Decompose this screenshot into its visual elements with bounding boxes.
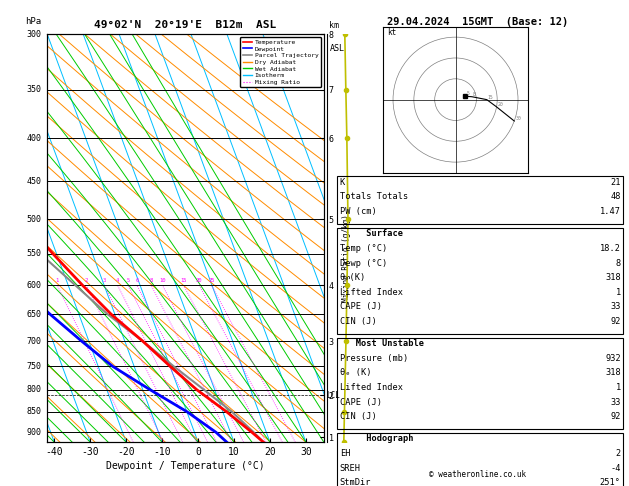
Text: © weatheronline.co.uk: © weatheronline.co.uk [430,469,526,479]
Text: 5: 5 [126,278,130,283]
Text: Dewp (°C): Dewp (°C) [340,259,387,268]
Text: Mixing Ratio (g/kg): Mixing Ratio (g/kg) [342,215,350,302]
Text: 8: 8 [616,259,621,268]
Text: EH: EH [340,449,350,458]
Text: Hodograph: Hodograph [340,434,413,444]
Text: -4: -4 [610,464,621,473]
Text: 33: 33 [610,302,621,312]
Text: 318: 318 [605,368,621,378]
Text: 1: 1 [55,278,59,283]
Text: 25: 25 [208,278,214,283]
Text: 18.2: 18.2 [600,244,621,253]
Text: 750: 750 [26,362,42,371]
Text: km: km [330,21,340,30]
Text: CAPE (J): CAPE (J) [340,398,382,407]
Text: 15: 15 [488,95,494,100]
Text: 900: 900 [26,428,42,437]
Text: Most Unstable: Most Unstable [340,339,424,348]
Text: 30: 30 [515,116,521,121]
Text: Lifted Index: Lifted Index [340,383,403,392]
Text: 2: 2 [85,278,88,283]
Text: 10: 10 [159,278,165,283]
Text: CAPE (J): CAPE (J) [340,302,382,312]
Text: 800: 800 [26,385,42,394]
Text: 33: 33 [610,398,621,407]
Text: Lifted Index: Lifted Index [340,288,403,297]
Text: 400: 400 [26,134,42,143]
Text: 29.04.2024  15GMT  (Base: 12): 29.04.2024 15GMT (Base: 12) [387,17,569,27]
Text: hPa: hPa [26,17,42,26]
Text: PW (cm): PW (cm) [340,207,376,216]
Text: CIN (J): CIN (J) [340,412,376,421]
Text: 300: 300 [26,30,42,38]
Text: 15: 15 [181,278,187,283]
Text: 251°: 251° [600,478,621,486]
Text: kt: kt [387,28,396,37]
Text: 6: 6 [135,278,138,283]
Text: LCL: LCL [326,391,340,399]
Text: 350: 350 [26,86,42,94]
Text: Temp (°C): Temp (°C) [340,244,387,253]
Text: 1.47: 1.47 [600,207,621,216]
X-axis label: Dewpoint / Temperature (°C): Dewpoint / Temperature (°C) [106,461,265,471]
Text: 600: 600 [26,281,42,290]
Text: 4: 4 [116,278,120,283]
Text: 5: 5 [467,91,469,96]
Text: 48: 48 [610,192,621,202]
Text: 92: 92 [610,412,621,421]
Text: θₑ (K): θₑ (K) [340,368,371,378]
Text: 450: 450 [26,176,42,186]
Text: 500: 500 [26,215,42,224]
Text: 700: 700 [26,337,42,346]
Legend: Temperature, Dewpoint, Parcel Trajectory, Dry Adiabat, Wet Adiabat, Isotherm, Mi: Temperature, Dewpoint, Parcel Trajectory… [240,37,321,87]
Text: ASL: ASL [330,44,345,53]
Text: 550: 550 [26,249,42,258]
Text: Pressure (mb): Pressure (mb) [340,354,408,363]
Text: 20: 20 [196,278,203,283]
Text: Totals Totals: Totals Totals [340,192,408,202]
Text: SREH: SREH [340,464,360,473]
Text: 2: 2 [616,449,621,458]
Text: 650: 650 [26,310,42,319]
Text: CIN (J): CIN (J) [340,317,376,326]
Text: 20: 20 [498,102,503,107]
Text: 92: 92 [610,317,621,326]
Text: 21: 21 [610,178,621,187]
Text: 3: 3 [103,278,106,283]
Text: StmDir: StmDir [340,478,371,486]
Text: 1: 1 [616,383,621,392]
Text: 8: 8 [150,278,153,283]
Text: 1: 1 [616,288,621,297]
Text: 850: 850 [26,407,42,416]
Text: 318: 318 [605,273,621,282]
Text: Surface: Surface [340,229,403,239]
Title: 49°02'N  20°19'E  B12m  ASL: 49°02'N 20°19'E B12m ASL [94,20,277,31]
Text: 932: 932 [605,354,621,363]
Text: θₑ(K): θₑ(K) [340,273,366,282]
Text: K: K [340,178,345,187]
Text: 8: 8 [473,92,476,97]
